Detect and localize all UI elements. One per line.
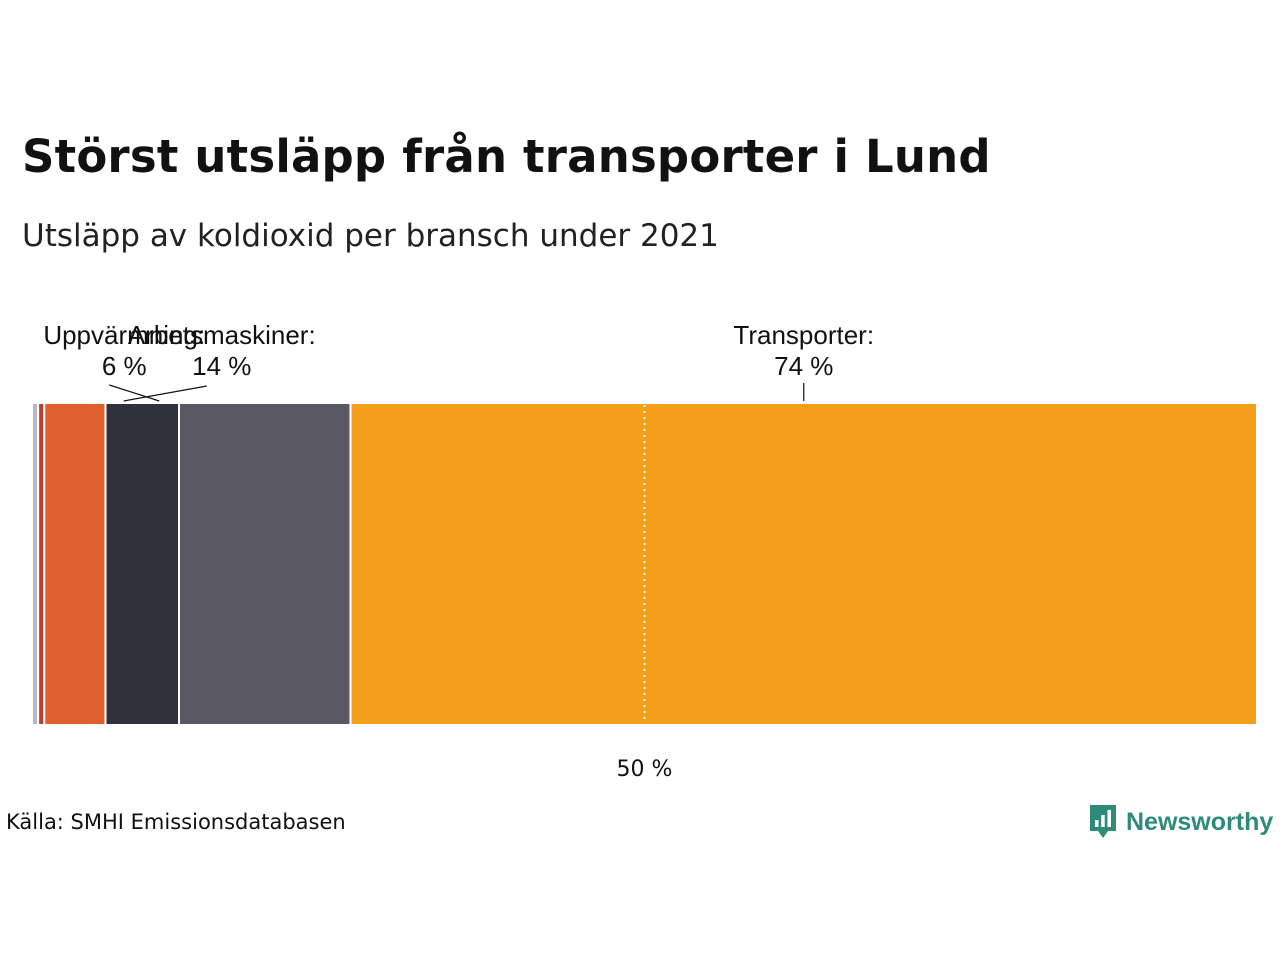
bar-segment-uppvarmning <box>104 402 180 726</box>
stacked-bar-chart: 50 % Uppvärmning:6 %Arbetsmaskiner:14 % Tr… <box>31 320 1258 782</box>
segment-value-arbetsmaskiner: 14 % <box>192 351 251 381</box>
brand-name: Newsworthy <box>1126 807 1274 836</box>
source-note: Källa: SMHI Emissionsdatabasen <box>6 810 346 834</box>
segment-label-transporter: Transporter: <box>733 320 874 350</box>
reference-line-label: 50 % <box>617 757 673 782</box>
bar-segment-transporter <box>349 402 1258 726</box>
segment-label-arbetsmaskiner: Arbetsmaskiner: <box>128 320 316 350</box>
brand-logo: Newsworthy <box>1088 802 1273 842</box>
segment-leader-arbetsmaskiner <box>123 385 207 402</box>
chart-title: Störst utsläpp från transporter i Lund <box>22 130 991 183</box>
segment-label-uppvarmning: Uppvärmning: <box>43 320 205 350</box>
segment-value-transporter: 74 % <box>774 351 833 381</box>
bar-segment-ovrigt-3 <box>43 402 107 726</box>
bar-segment-arbetsmaskiner <box>178 402 352 726</box>
newsworthy-logo-icon <box>1090 805 1116 838</box>
segment-leader-uppvarmning <box>109 384 160 402</box>
segment-value-uppvarmning: 6 % <box>102 351 147 381</box>
chart-subtitle: Utsläpp av koldioxid per bransch under 2… <box>22 218 719 254</box>
